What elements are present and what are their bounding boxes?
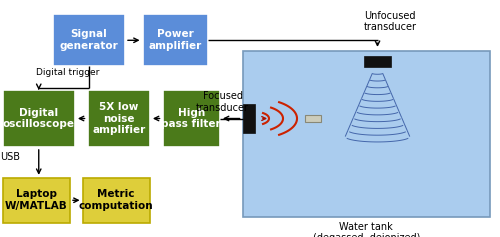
Text: Digital trigger: Digital trigger — [36, 68, 100, 77]
FancyBboxPatch shape — [88, 90, 150, 147]
Text: Digital
oscilloscope: Digital oscilloscope — [3, 108, 75, 129]
FancyBboxPatch shape — [364, 56, 392, 67]
Text: Unfocused
transducer: Unfocused transducer — [364, 11, 416, 32]
Text: 5X low
noise
amplifier: 5X low noise amplifier — [92, 102, 146, 135]
FancyBboxPatch shape — [2, 178, 70, 223]
Text: Metric
computation: Metric computation — [79, 189, 154, 211]
Text: Water tank
(degassed, deionized): Water tank (degassed, deionized) — [312, 222, 420, 237]
FancyBboxPatch shape — [242, 51, 490, 217]
FancyBboxPatch shape — [142, 14, 208, 66]
Text: Laptop
W/MATLAB: Laptop W/MATLAB — [5, 189, 68, 211]
FancyBboxPatch shape — [52, 14, 125, 66]
Text: High
pass filter: High pass filter — [162, 108, 221, 129]
Text: Focused
transducer: Focused transducer — [196, 91, 249, 113]
Text: Signal
generator: Signal generator — [60, 29, 118, 51]
FancyBboxPatch shape — [82, 178, 150, 223]
FancyBboxPatch shape — [162, 90, 220, 147]
Text: Power
amplifier: Power amplifier — [148, 29, 202, 51]
FancyBboxPatch shape — [242, 104, 255, 133]
Text: USB: USB — [0, 152, 20, 162]
FancyBboxPatch shape — [2, 90, 75, 147]
FancyBboxPatch shape — [304, 115, 320, 122]
